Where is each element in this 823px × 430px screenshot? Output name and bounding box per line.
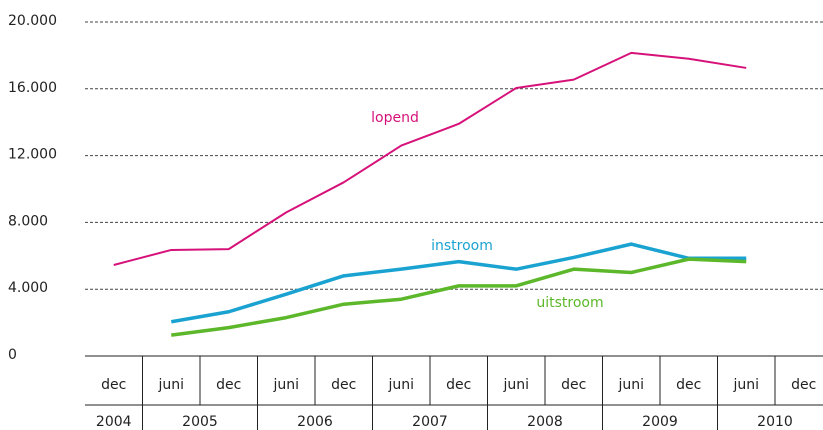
year-label: 2006: [297, 414, 333, 430]
x-tick-label: juni: [617, 377, 644, 393]
x-tick-label: dec: [446, 377, 471, 393]
x-tick-label: dec: [216, 377, 241, 393]
line-series: [171, 257, 747, 337]
y-tick-label: 8.000: [8, 213, 48, 229]
y-tick-label: 12.000: [8, 147, 57, 163]
year-label: 2004: [96, 414, 132, 430]
x-tick-label: juni: [732, 377, 759, 393]
year-label: 2007: [412, 414, 448, 430]
y-tick-label: 4.000: [8, 280, 48, 296]
x-tick-label: juni: [272, 377, 299, 393]
series-label: uitstroom: [536, 295, 603, 311]
line-series: [113, 51, 747, 266]
year-label: 2009: [642, 414, 678, 430]
x-tick-label: dec: [791, 377, 816, 393]
year-label: 2010: [757, 414, 793, 430]
series-label: lopend: [371, 110, 419, 126]
x-tick-label: juni: [502, 377, 529, 393]
x-tick-label: dec: [561, 377, 586, 393]
series-label: instroom: [431, 238, 493, 254]
x-tick-label: juni: [387, 377, 414, 393]
year-label: 2008: [527, 414, 563, 430]
y-tick-label: 0: [8, 347, 17, 363]
x-tick-label: juni: [157, 377, 184, 393]
line-series: [170, 242, 747, 324]
x-tick-label: dec: [331, 377, 356, 393]
y-tick-label: 16.000: [8, 80, 57, 96]
year-label: 2005: [182, 414, 218, 430]
x-tick-label: dec: [676, 377, 701, 393]
x-tick-label: dec: [101, 377, 126, 393]
y-tick-label: 20.000: [8, 13, 57, 29]
